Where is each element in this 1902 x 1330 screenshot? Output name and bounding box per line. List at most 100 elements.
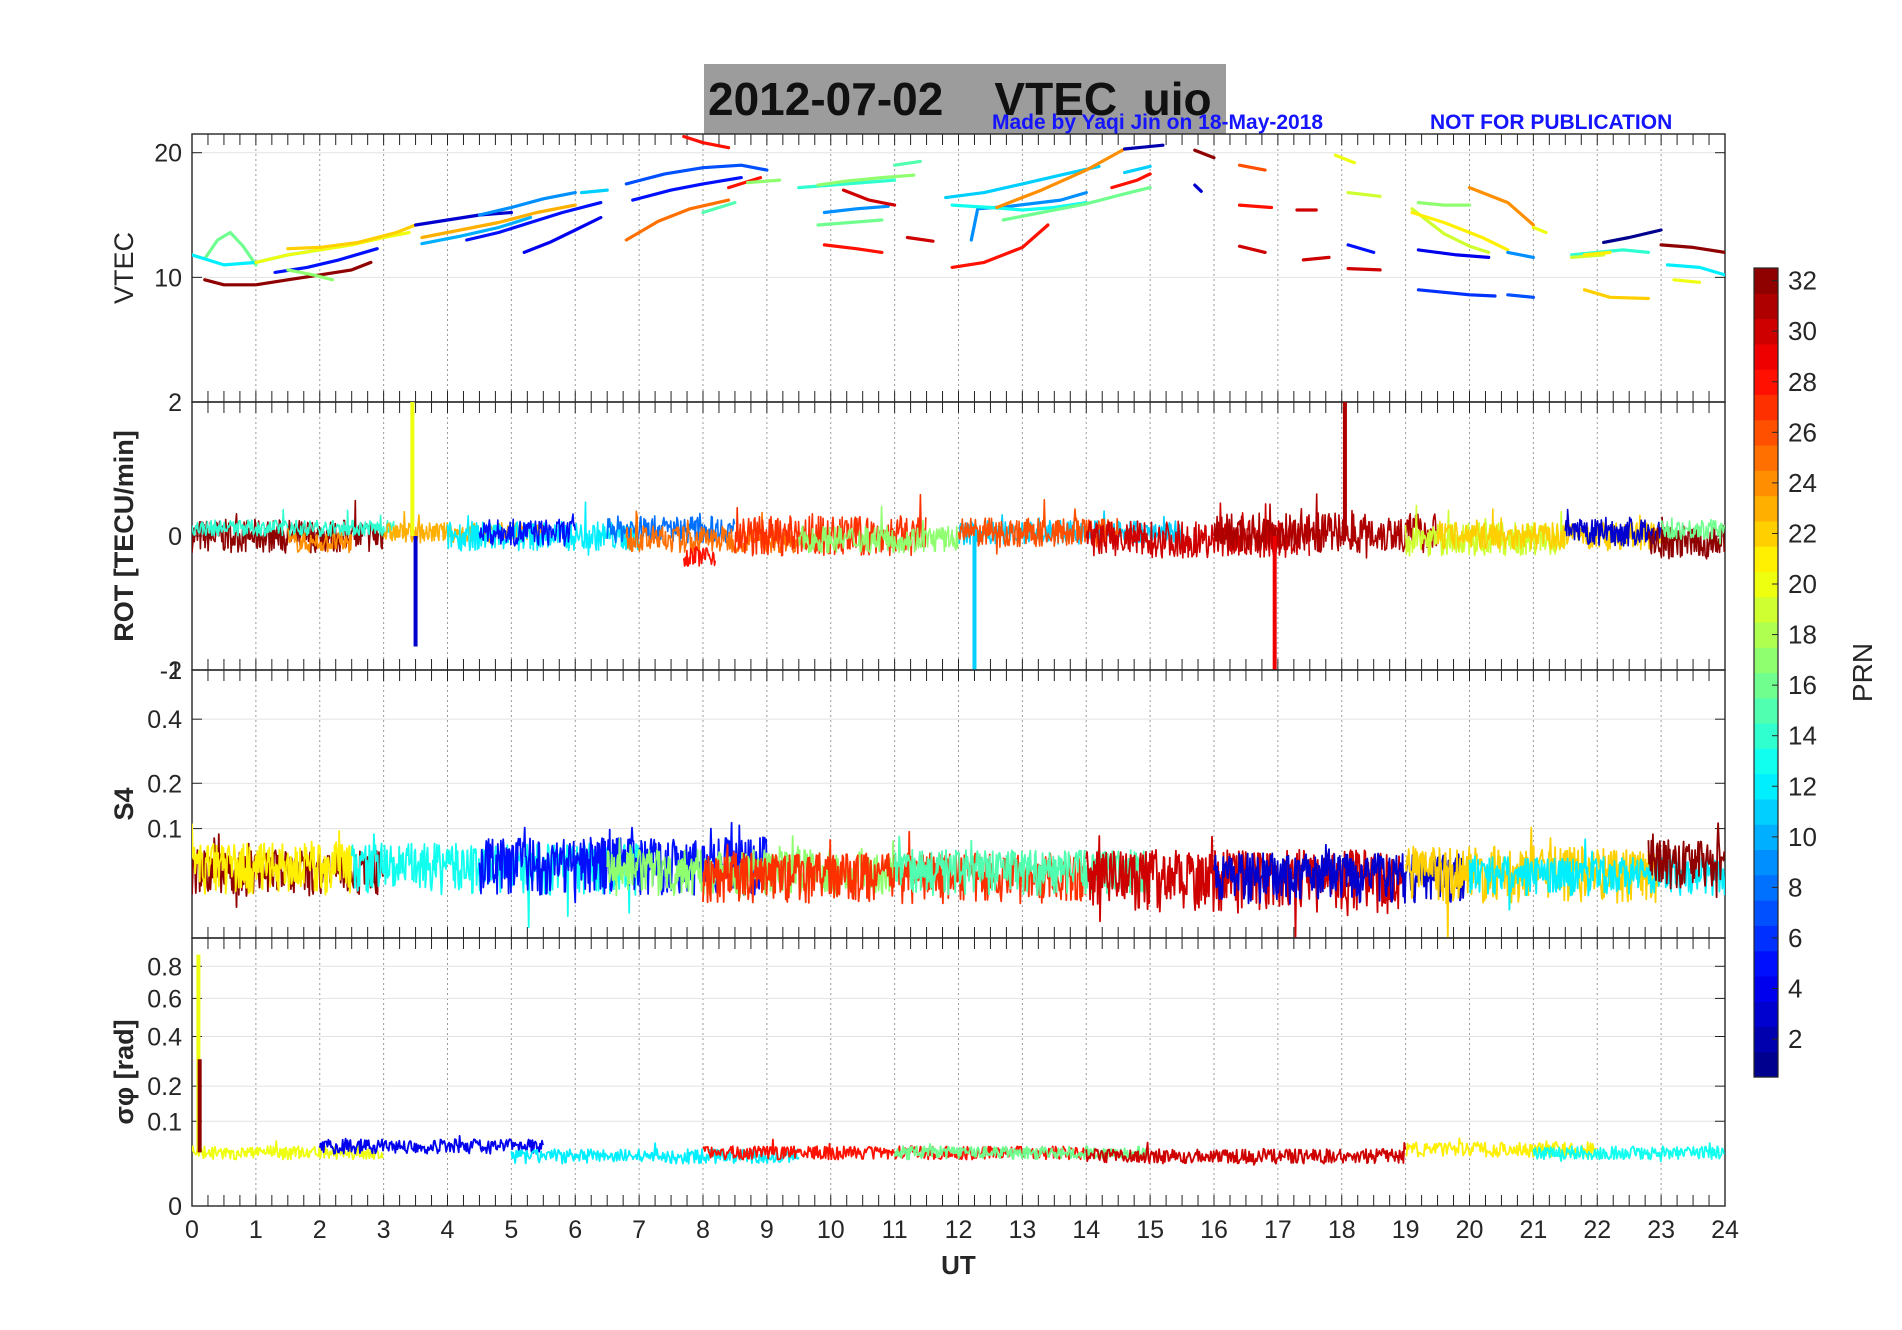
vtec-line-prn-16 (1001, 186, 1152, 222)
colorbar-swatch-prn-31 (1754, 293, 1778, 320)
vtec-line-prn-2 (1122, 143, 1165, 151)
vtec-line-prn-22 (1582, 288, 1651, 301)
vtec-line-prn-20 (1672, 278, 1702, 284)
y-tick-label: 0 (168, 523, 182, 551)
vtec-line-prn-32 (1193, 148, 1216, 160)
s4-series-prn-3 (1213, 843, 1471, 905)
vtec-line-prn-21 (1582, 250, 1612, 257)
sigma-series-prn-4 (318, 1135, 544, 1155)
y-tick-label: 0.6 (147, 985, 182, 1013)
vtec-line-prn-19 (1346, 191, 1382, 198)
vtec-line-prn-30 (905, 235, 935, 243)
colorbar-tick-label: 2 (1788, 1024, 1802, 1054)
x-tick-label: 7 (632, 1216, 646, 1244)
colorbar-swatch-prn-13 (1754, 748, 1778, 775)
panel-s4: 0.1 0.2 0.4 1 S4 (109, 657, 1726, 939)
y-tick-label: 0.2 (147, 1073, 182, 1101)
rot-series-prn-24 (287, 528, 353, 554)
colorbar-tick-label: 30 (1788, 316, 1817, 346)
vtec-line-prn-5 (1346, 243, 1376, 254)
y-axis-label: σφ [rad] (109, 1019, 139, 1124)
y-tick-label: 1 (168, 657, 182, 685)
rot-series-prn-5 (478, 513, 576, 547)
chart-title: 2012-07-02 VTEC uio (708, 73, 1212, 125)
vtec-line-prn-21 (1410, 210, 1510, 252)
colorbar-tick-label: 26 (1788, 417, 1817, 447)
vtec-line-prn-22 (286, 223, 418, 251)
x-tick-label: 22 (1583, 1216, 1611, 1244)
x-tick-label: 21 (1519, 1216, 1547, 1244)
sigma-series-prn-28 (702, 1138, 1086, 1161)
x-tick-label: 15 (1136, 1216, 1164, 1244)
panel-rot: -2 0 2 ROT [TECU/min] (109, 389, 1726, 685)
colorbar-tick-label: 14 (1788, 721, 1817, 751)
colorbar-tick-label: 20 (1788, 569, 1817, 599)
vtec-line-prn-11 (1122, 164, 1152, 175)
y-axis-label: S4 (109, 787, 139, 820)
colorbar-swatch-prn-19 (1754, 596, 1778, 623)
x-tick-label: 13 (1008, 1216, 1036, 1244)
vtec-line-prn-30 (1346, 267, 1382, 272)
vtec-line-prn-28 (682, 134, 731, 150)
vtec-line-prn-13 (950, 201, 1088, 212)
colorbar-swatch-prn-15 (1754, 697, 1778, 724)
colorbar-tick-label: 22 (1788, 518, 1817, 548)
x-tick-label: 9 (760, 1216, 774, 1244)
y-tick-label: 0 (168, 1193, 182, 1221)
sigma-series-group (192, 954, 1725, 1166)
vtec-line-prn-14 (797, 178, 897, 190)
vtec-line-prn-28 (950, 223, 1050, 269)
x-tick-label: 3 (377, 1216, 391, 1244)
vtec-line-prn-23 (420, 203, 577, 240)
colorbar-frame (1753, 267, 1779, 1078)
x-tick-label: 16 (1200, 1216, 1228, 1244)
vtec-line-prn-3 (1193, 183, 1203, 193)
sigma-series-prn-21 (1405, 1137, 1597, 1159)
sigma-series-prn-30 (1085, 1141, 1407, 1166)
y-tick-label: -2 (160, 657, 182, 685)
vtec-line-prn-16 (203, 230, 258, 267)
x-tick-label: 14 (1072, 1216, 1100, 1244)
vtec-line-prn-5 (631, 176, 743, 202)
vtec-line-prn-9 (477, 191, 577, 217)
vtec-line-prn-6 (1416, 288, 1497, 298)
colorbar-swatch-prn-5 (1754, 950, 1778, 977)
vtec-line-prn-17 (1416, 201, 1472, 207)
y-tick-label: 10 (154, 264, 182, 292)
colorbar-swatch-prn-25 (1754, 444, 1778, 471)
vtec-line-prn-32 (203, 260, 373, 287)
rot-series-prn-3 (1564, 508, 1662, 547)
vtec-line-prn-1 (1601, 228, 1663, 244)
x-tick-label: 20 (1456, 1216, 1484, 1244)
vtec-series-group (192, 134, 1725, 301)
vtec-line-prn-25 (624, 198, 731, 242)
colorbar-swatch-prn-23 (1754, 495, 1778, 522)
vtec-line-prn-28 (726, 176, 763, 190)
vtec-line-prn-4 (522, 215, 603, 254)
vtec-line-prn-7 (1506, 293, 1536, 299)
x-tick-label: 5 (504, 1216, 518, 1244)
colorbar-swatch-prn-21 (1754, 546, 1778, 572)
vtec-line-prn-26 (1237, 163, 1267, 172)
x-tick-label: 17 (1264, 1216, 1292, 1244)
rot-series-prn-16 (1660, 517, 1725, 545)
vtec-line-prn-30 (841, 188, 897, 207)
vtec-line-prn-28 (1237, 203, 1274, 210)
y-axis-label: VTEC (109, 232, 139, 304)
s4-series-prn-21 (192, 823, 353, 896)
sigma-series-prn-13 (1532, 1142, 1725, 1163)
colorbar-tick-label: 8 (1788, 872, 1802, 902)
author-credit: Made by Yaqi Jin on 18-May-2018 (992, 111, 1324, 134)
vtec-line-prn-19 (1410, 207, 1491, 254)
vtec-line-prn-20 (254, 230, 411, 264)
x-tick-label: 8 (696, 1216, 710, 1244)
x-tick-label: 12 (945, 1216, 973, 1244)
x-tick-label: 19 (1392, 1216, 1420, 1244)
vtec-line-prn-15 (701, 201, 737, 215)
colorbar-swatch-prn-11 (1754, 798, 1778, 825)
colorbar-swatch-prn-27 (1754, 394, 1778, 421)
vtec-line-prn-28 (822, 243, 884, 254)
rot-series-prn-25 (625, 510, 799, 554)
